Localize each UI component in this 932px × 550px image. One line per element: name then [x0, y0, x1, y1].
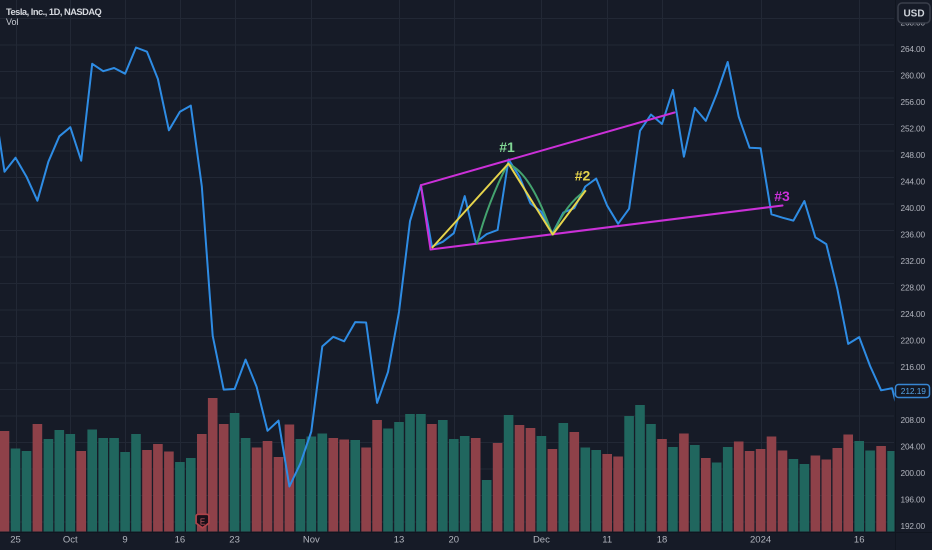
svg-text:13: 13	[394, 535, 405, 546]
svg-text:220.00: 220.00	[901, 336, 926, 346]
svg-text:E: E	[200, 517, 205, 526]
svg-text:212.19: 212.19	[901, 386, 926, 396]
svg-text:18: 18	[657, 535, 668, 546]
svg-text:16: 16	[175, 535, 186, 546]
svg-text:2024: 2024	[750, 535, 771, 546]
svg-text:#2: #2	[575, 168, 591, 184]
svg-text:Oct: Oct	[63, 535, 78, 546]
svg-text:232.00: 232.00	[901, 256, 926, 266]
svg-text:264.00: 264.00	[901, 44, 926, 54]
svg-text:#1: #1	[499, 139, 515, 155]
svg-text:Dec: Dec	[533, 535, 550, 546]
svg-text:228.00: 228.00	[901, 283, 926, 293]
svg-text:224.00: 224.00	[901, 309, 926, 319]
svg-text:20: 20	[449, 535, 460, 546]
svg-text:260.00: 260.00	[901, 71, 926, 81]
svg-text:USD: USD	[903, 9, 924, 20]
svg-text:Nov: Nov	[303, 535, 320, 546]
svg-text:192.00: 192.00	[901, 521, 926, 531]
svg-text:204.00: 204.00	[901, 442, 926, 452]
svg-text:9: 9	[122, 535, 127, 546]
svg-text:252.00: 252.00	[901, 124, 926, 134]
svg-text:25: 25	[10, 535, 21, 546]
svg-text:Vol: Vol	[6, 17, 19, 27]
svg-text:200.00: 200.00	[901, 468, 926, 478]
svg-text:11: 11	[602, 535, 612, 546]
svg-text:240.00: 240.00	[901, 203, 926, 213]
svg-text:16: 16	[854, 535, 865, 546]
svg-text:Tesla, Inc., 1D, NASDAQ: Tesla, Inc., 1D, NASDAQ	[6, 7, 102, 17]
svg-text:23: 23	[229, 535, 240, 546]
svg-text:248.00: 248.00	[901, 150, 926, 160]
svg-text:208.00: 208.00	[901, 415, 926, 425]
svg-text:244.00: 244.00	[901, 177, 926, 187]
svg-text:216.00: 216.00	[901, 362, 926, 372]
svg-text:#3: #3	[774, 188, 790, 204]
svg-text:256.00: 256.00	[901, 97, 926, 107]
svg-text:196.00: 196.00	[901, 495, 926, 505]
svg-text:236.00: 236.00	[901, 230, 926, 240]
